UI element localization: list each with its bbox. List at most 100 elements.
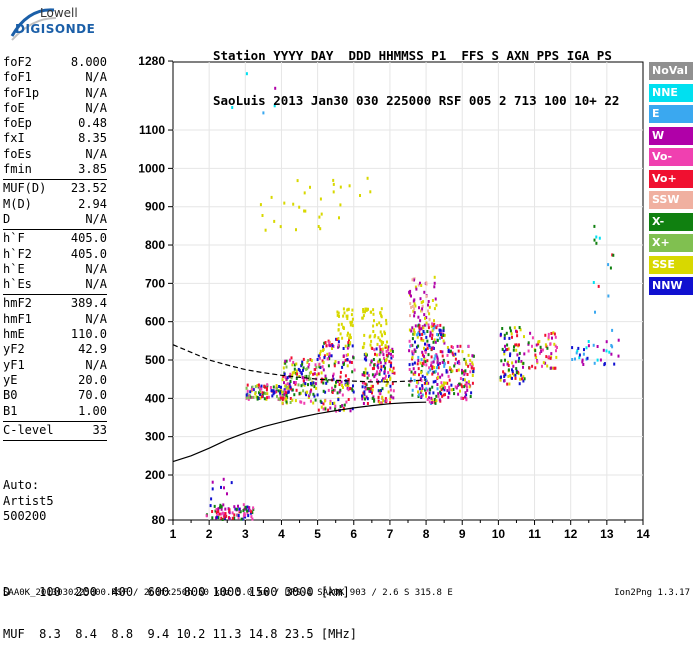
param-name: foF1p <box>3 85 40 100</box>
echo-point <box>266 396 269 400</box>
echo-point <box>426 359 429 363</box>
echo-point <box>383 356 385 360</box>
echo-point <box>317 408 320 412</box>
echo-point <box>262 111 265 115</box>
echo-point <box>409 302 412 306</box>
echo-point <box>441 354 444 358</box>
echo-point <box>534 366 537 370</box>
echo-point <box>331 386 333 390</box>
echo-point <box>346 380 349 384</box>
echo-point <box>531 336 534 340</box>
logo-text-lowell: Lowell <box>40 6 78 20</box>
echo-point <box>412 299 415 303</box>
echo-point <box>365 355 367 359</box>
echo-point <box>342 361 345 365</box>
echo-point <box>469 358 472 362</box>
echo-point <box>228 508 231 512</box>
echo-point <box>540 348 542 352</box>
echo-point <box>363 342 366 346</box>
echo-point <box>503 375 506 378</box>
echo-point <box>362 371 365 375</box>
echo-point <box>258 396 261 400</box>
echo-point <box>456 344 459 348</box>
echo-point <box>617 338 620 342</box>
echo-point <box>322 368 325 372</box>
echo-point <box>575 351 578 355</box>
echo-point <box>247 514 250 518</box>
echo-point <box>424 316 426 320</box>
echo-point <box>429 368 432 372</box>
echo-point <box>612 253 615 257</box>
echo-point <box>347 381 350 385</box>
echo-point <box>391 354 394 358</box>
echo-point <box>363 373 366 377</box>
echo-point <box>439 336 441 340</box>
echo-point <box>306 360 309 364</box>
echo-point <box>362 310 365 314</box>
echo-point <box>324 407 327 411</box>
echo-point <box>571 346 574 350</box>
echo-point <box>215 511 218 515</box>
echo-point <box>421 361 424 365</box>
echo-point <box>582 363 585 366</box>
echo-point <box>605 349 608 353</box>
echo-point <box>309 358 312 362</box>
echo-point <box>431 329 434 333</box>
echo-point <box>317 354 320 358</box>
echo-point <box>307 359 310 362</box>
echo-point <box>287 390 290 394</box>
echo-point <box>343 311 346 315</box>
echo-point <box>220 507 223 511</box>
echo-point <box>603 362 606 366</box>
echo-point <box>322 381 325 385</box>
echo-point <box>435 394 438 398</box>
echo-point <box>411 356 414 359</box>
echo-point <box>448 385 451 389</box>
echo-point <box>369 387 371 391</box>
echo-point <box>341 384 344 387</box>
echo-point <box>381 379 384 383</box>
echo-point <box>417 344 420 348</box>
echo-point <box>446 381 449 385</box>
echo-point <box>433 285 436 289</box>
echo-point <box>342 314 345 318</box>
echo-point <box>571 358 574 361</box>
echo-point <box>248 396 251 400</box>
echo-point <box>374 373 377 377</box>
echo-point <box>466 385 468 389</box>
echo-point <box>447 360 450 364</box>
echo-point <box>447 395 450 399</box>
echo-point <box>429 388 432 392</box>
echo-point <box>436 383 439 386</box>
echo-point <box>294 382 297 386</box>
distance-row: D 100 200 400 600 800 1000 1500 3000 [km… <box>3 585 350 599</box>
x-tick-label: 7 <box>387 527 394 541</box>
echo-point <box>347 388 350 392</box>
echo-point <box>466 373 469 376</box>
x-tick-label: 1 <box>170 527 177 541</box>
echo-point <box>417 283 420 287</box>
echo-point <box>427 303 429 307</box>
echo-point <box>499 332 502 336</box>
echo-point <box>348 184 351 188</box>
echo-point <box>334 384 337 388</box>
echo-point <box>547 332 550 336</box>
param-value: 110.0 <box>70 327 107 342</box>
echo-point <box>523 352 526 356</box>
echo-point <box>412 367 415 371</box>
echo-point <box>385 383 388 387</box>
echo-point <box>461 368 463 372</box>
echo-point <box>230 481 233 485</box>
echo-point <box>330 354 333 358</box>
echo-point <box>309 392 311 396</box>
echo-point <box>425 378 428 382</box>
echo-point <box>319 227 322 231</box>
echo-point <box>520 360 523 363</box>
echo-point <box>336 310 339 314</box>
echo-point <box>279 391 282 395</box>
echo-point <box>254 385 257 389</box>
echo-point <box>507 368 510 372</box>
param-row: foF1p N/A <box>3 86 107 101</box>
echo-point <box>390 361 393 365</box>
echo-point <box>514 376 517 380</box>
